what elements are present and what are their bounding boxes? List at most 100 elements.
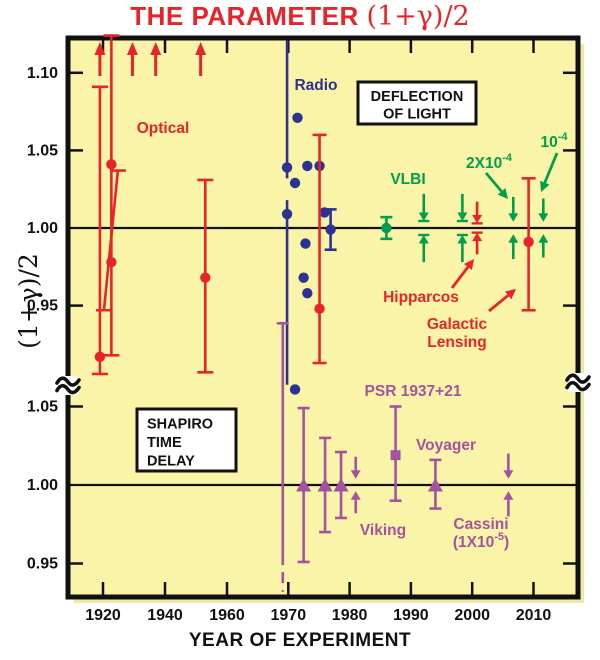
offscale-up-arrow-head xyxy=(126,42,138,55)
data-point-radio xyxy=(300,238,311,249)
y-tick-label: 1.00 xyxy=(27,220,58,237)
vlbi-limit-down-arrow xyxy=(418,212,429,222)
arrow-galactic-head xyxy=(505,289,516,300)
annotation-box-text: OF LIGHT xyxy=(383,107,451,123)
data-point-radio xyxy=(281,162,293,173)
offscale-up-arrow-head xyxy=(195,42,207,55)
data-point-optical xyxy=(106,256,117,268)
axis-break-squiggle xyxy=(565,380,591,392)
y-tick-label: 1.05 xyxy=(27,399,58,416)
label-1e-4-text: -4 xyxy=(558,131,569,143)
data-point-radio xyxy=(289,177,301,189)
data-point-radio xyxy=(325,224,336,235)
vlbi-limit-up-arrow xyxy=(457,234,468,244)
offscale-up-arrow-head xyxy=(150,42,162,55)
arrow-1e-4-head xyxy=(540,180,550,192)
annotation-box-text: SHAPIRO xyxy=(147,417,213,433)
label-optical: Optical xyxy=(137,120,190,137)
label-voyager: Voyager xyxy=(416,437,476,454)
vlbi-limit-up-arrow xyxy=(418,234,429,244)
arrow-hipparcos-line xyxy=(450,266,470,289)
hipparcos-limit-down-arrow xyxy=(472,214,483,224)
label-cassini-text: Cassini xyxy=(453,516,508,533)
label-psr-text: PSR 1937+21 xyxy=(365,383,462,400)
label-radio: Radio xyxy=(294,77,337,94)
data-point-radio xyxy=(289,384,301,395)
vlbi-limit-down-arrow xyxy=(457,212,468,222)
x-tick-label: 1990 xyxy=(393,607,429,624)
limit-2e-4-up-arrow xyxy=(508,234,519,243)
data-point-optical xyxy=(106,159,117,170)
plot-frame xyxy=(65,35,581,600)
x-tick-label: 2010 xyxy=(516,607,552,624)
annotation-box-text: DELAY xyxy=(147,454,195,470)
label-psr: PSR 1937+21 xyxy=(365,383,462,400)
data-point-optical xyxy=(94,351,106,363)
label-viking-text: Viking xyxy=(360,522,406,539)
label-1e-4: 10-4​ xyxy=(540,131,568,151)
data-point-radio-optical xyxy=(314,303,325,314)
data-point-radio xyxy=(298,272,309,283)
x-tick-label: 1920 xyxy=(85,607,121,624)
y-tick-label: 0.95 xyxy=(27,298,58,315)
viking-limit-up-arrow xyxy=(350,491,361,500)
data-point-radio xyxy=(292,112,303,124)
label-cassini2: (1X10-5​) xyxy=(453,531,509,551)
offscale-up-arrow-head xyxy=(94,42,106,55)
limit-1e-4-down-arrow xyxy=(538,213,549,222)
chart-title-math: (1+γ)/2 xyxy=(366,1,470,32)
y-tick-label: 1.00 xyxy=(27,477,58,494)
viking-limit-down-arrow xyxy=(350,470,361,479)
label-galactic-text: Galactic xyxy=(427,316,488,333)
data-point-radio xyxy=(302,287,313,299)
data-point-time-delay xyxy=(296,478,312,492)
label-lensing-text: Lensing xyxy=(427,334,486,351)
data-point-vlbi xyxy=(381,222,392,234)
data-point-radio xyxy=(281,208,293,220)
arrow-galactic-line xyxy=(488,294,510,313)
data-point-psr-1937+21 xyxy=(390,450,401,461)
cassini-limit-down-arrow xyxy=(503,470,514,479)
y-tick-label: 0.95 xyxy=(27,556,58,573)
axis-break-squiggle xyxy=(55,383,81,395)
axis-break-squiggle xyxy=(565,373,591,384)
limit-2e-4-down-arrow xyxy=(508,213,519,222)
label-cassini: Cassini xyxy=(453,516,508,533)
x-tick-label: 1970 xyxy=(271,607,307,624)
limit-1e-4-up-arrow xyxy=(538,234,549,243)
hipparcos-limit-up-arrow xyxy=(472,232,483,242)
label-voyager-text: Voyager xyxy=(416,437,476,454)
arrow-1e-4-line xyxy=(543,152,559,184)
label-2e-4-text: 2X10 xyxy=(466,155,502,172)
label-galactic: Galactic xyxy=(427,316,488,333)
label-2e-4-text: -4 xyxy=(502,152,513,164)
data-point-radio xyxy=(302,160,313,172)
label-cassini2-text: -5 xyxy=(494,531,504,543)
label-1e-4-text: 10 xyxy=(540,134,557,151)
chart-title: THE PARAMETER (1+γ)/2 xyxy=(0,1,600,32)
chart-title-main: THE PARAMETER xyxy=(130,1,367,31)
plot-background xyxy=(68,38,578,597)
label-hipparcos-text: Hipparcos xyxy=(383,289,459,306)
x-tick-label: 1940 xyxy=(147,607,183,624)
x-tick-label: 2000 xyxy=(454,607,490,624)
label-hipparcos: Hipparcos xyxy=(383,289,459,306)
x-axis-label: YEAR OF EXPERIMENT xyxy=(188,630,412,651)
axis-break-gap xyxy=(568,373,588,392)
data-point-time-delay xyxy=(333,478,349,492)
y-tick-label: 1.10 xyxy=(27,65,58,82)
data-point-time-delay xyxy=(317,478,333,492)
label-cassini2-text: (1X10 xyxy=(453,534,494,551)
label-lensing: Lensing xyxy=(427,334,486,351)
label-optical-text: Optical xyxy=(137,120,190,137)
annotation-box-text: DEFLECTION xyxy=(371,89,464,105)
axis-break-squiggle xyxy=(55,376,81,387)
arrow-2e-4-line xyxy=(484,172,503,193)
y-tick-label: 1.05 xyxy=(27,142,58,159)
axis-break-gap xyxy=(58,376,78,395)
label-vlbi: VLBI xyxy=(390,171,425,188)
label-radio-text: Radio xyxy=(294,77,337,94)
label-2e-4: 2X10-4​ xyxy=(466,152,513,172)
x-tick-label: 1980 xyxy=(332,607,368,624)
